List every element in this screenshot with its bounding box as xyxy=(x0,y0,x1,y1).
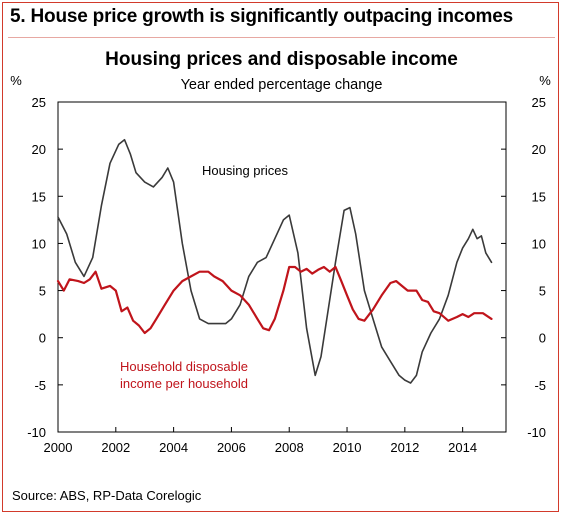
y-tick-label-right: 0 xyxy=(539,331,546,346)
household-income-line xyxy=(56,265,493,335)
heading-divider xyxy=(8,37,555,38)
y-tick-label-left: 0 xyxy=(39,331,46,346)
y-tick-label-left: 15 xyxy=(32,189,46,204)
y-axis-right-unit: % xyxy=(539,73,551,88)
series-labels: Housing prices Household disposable income… xyxy=(120,163,288,391)
household-income-label-line: income per household xyxy=(120,376,248,391)
y-tick-label-right: -5 xyxy=(534,378,546,393)
x-tick-label: 2008 xyxy=(275,440,304,455)
series-lines xyxy=(56,138,493,384)
y-tick-label-left: 10 xyxy=(32,236,46,251)
housing-prices-line xyxy=(57,138,493,384)
y-tick-label-right: 20 xyxy=(532,142,546,157)
y-tick-label-right: 5 xyxy=(539,284,546,299)
y-tick-label-left: -5 xyxy=(34,378,46,393)
y-tick-label-left: -10 xyxy=(27,425,46,440)
y-tick-label-right: 10 xyxy=(532,236,546,251)
y-tick-label-left: 25 xyxy=(32,95,46,110)
figure-frame xyxy=(2,2,559,512)
y-tick-label-left: 5 xyxy=(39,284,46,299)
x-tick-label: 2000 xyxy=(44,440,73,455)
housing-prices-label: Housing prices xyxy=(202,163,288,178)
axes: -10 -10 -5 -5 0 0 5 5 10 10 15 15 20 20 25 25 2000 2002 20… xyxy=(27,95,546,455)
plot-area xyxy=(57,101,507,433)
x-tick-label: 2012 xyxy=(390,440,419,455)
source-note: Source: ABS, RP-Data Corelogic xyxy=(12,488,202,503)
y-tick-label-left: 20 xyxy=(32,142,46,157)
x-tick-label: 2004 xyxy=(159,440,188,455)
household-income-label-line: Household disposable xyxy=(120,359,248,374)
x-tick-label: 2002 xyxy=(101,440,130,455)
x-tick-label: 2006 xyxy=(217,440,246,455)
x-tick-label: 2010 xyxy=(333,440,362,455)
y-tick-label-right: 25 xyxy=(532,95,546,110)
chart-title: Housing prices and disposable income xyxy=(105,49,458,70)
y-tick-label-right: -10 xyxy=(527,425,546,440)
y-axis-left-unit: % xyxy=(10,73,22,88)
y-tick-label-right: 15 xyxy=(532,189,546,204)
chart-subtitle: Year ended percentage change xyxy=(180,77,383,93)
x-tick-label: 2014 xyxy=(448,440,477,455)
figure-heading: 5. House price growth is significantly o… xyxy=(10,6,513,27)
